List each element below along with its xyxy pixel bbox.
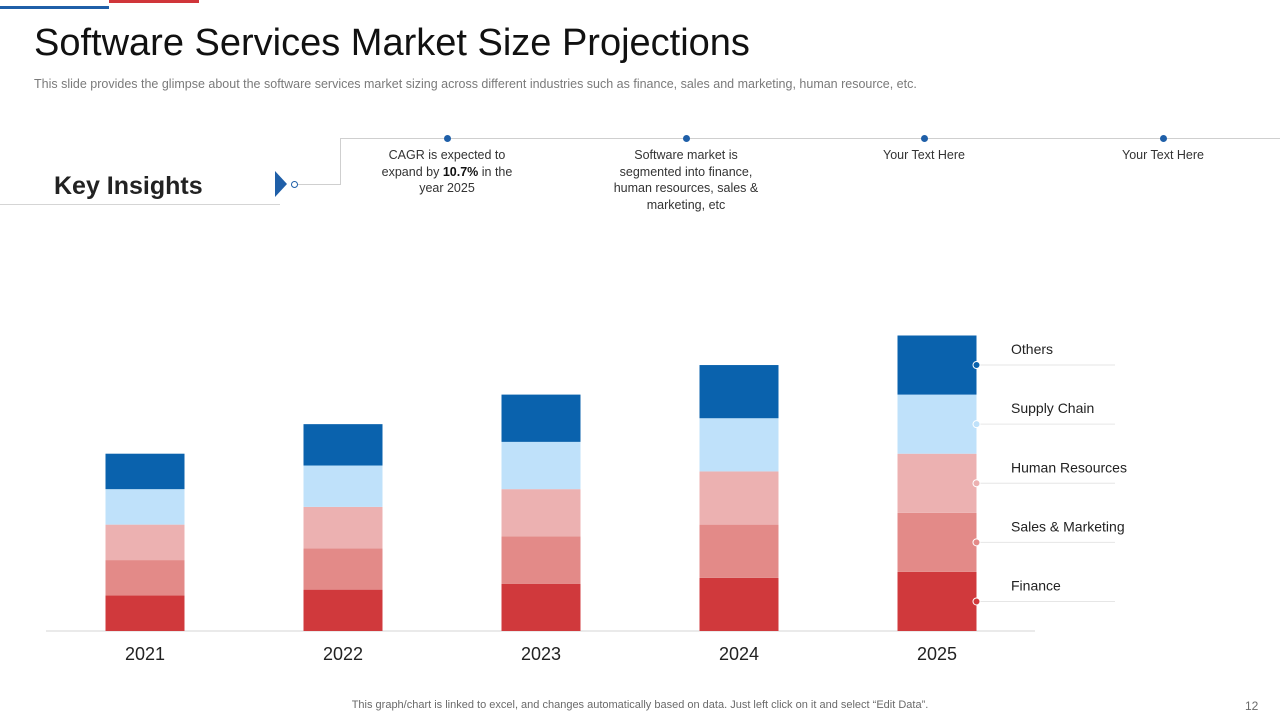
legend-label: Supply Chain — [1011, 400, 1094, 416]
bar-segment-supply-chain-2023 — [501, 441, 581, 490]
legend-label: Others — [1011, 341, 1053, 357]
timeline-dot — [683, 135, 690, 142]
timeline-dot — [444, 135, 451, 142]
insight-text: Your Text Here — [883, 148, 965, 162]
bar-segment-supply-chain-2025 — [897, 394, 977, 454]
insights-timeline — [340, 138, 1280, 139]
connector-dot — [291, 181, 298, 188]
bar-segment-finance-2022 — [303, 589, 383, 631]
bar-segment-others-2021 — [105, 453, 185, 490]
x-tick-label: 2023 — [521, 644, 561, 664]
top-accent-blue — [0, 6, 109, 9]
x-tick-label: 2022 — [323, 644, 363, 664]
bar-segment-human-resources-2022 — [303, 506, 383, 549]
insight-text: Software market is segmented into financ… — [613, 148, 759, 212]
bar-segment-sales-marketing-2022 — [303, 548, 383, 590]
page-number: 12 — [1245, 699, 1259, 713]
legend-marker — [972, 597, 981, 606]
timeline-dot — [1160, 135, 1167, 142]
bar-segment-sales-marketing-2024 — [699, 524, 779, 578]
bar-segment-sales-marketing-2021 — [105, 560, 185, 596]
legend-marker — [972, 361, 981, 370]
legend-marker — [972, 479, 981, 488]
bar-segment-supply-chain-2022 — [303, 465, 383, 507]
bar-segment-finance-2023 — [501, 583, 581, 631]
bar-segment-finance-2021 — [105, 595, 185, 631]
insight-text: Your Text Here — [1122, 148, 1204, 162]
bar-segment-supply-chain-2024 — [699, 418, 779, 472]
bar-segment-others-2022 — [303, 424, 383, 466]
key-insights-heading: Key Insights — [54, 172, 203, 200]
bar-segment-supply-chain-2021 — [105, 489, 185, 525]
legend-label: Finance — [1011, 577, 1061, 593]
key-insights-underline — [0, 204, 280, 205]
bar-segment-human-resources-2021 — [105, 524, 185, 561]
legend-label: Human Resources — [1011, 459, 1127, 475]
footnote: This graph/chart is linked to excel, and… — [351, 699, 929, 711]
bar-segment-others-2025 — [897, 335, 977, 395]
bar-segment-finance-2025 — [897, 571, 977, 631]
legend-label: Sales & Marketing — [1011, 518, 1125, 534]
bar-segment-sales-marketing-2025 — [897, 512, 977, 572]
bar-segment-others-2023 — [501, 394, 581, 442]
chevron-right-icon — [275, 171, 287, 197]
bar-segment-sales-marketing-2023 — [501, 536, 581, 584]
x-tick-label: 2024 — [719, 644, 759, 664]
x-tick-label: 2025 — [917, 644, 957, 664]
bar-segment-others-2024 — [699, 365, 779, 419]
connector-line — [340, 138, 341, 185]
bar-segment-human-resources-2025 — [897, 453, 977, 513]
page-subtitle: This slide provides the glimpse about th… — [34, 77, 917, 91]
connector-line — [298, 184, 340, 185]
top-accent-red — [109, 0, 199, 3]
x-tick-label: 2021 — [125, 644, 165, 664]
bar-segment-human-resources-2023 — [501, 489, 581, 537]
legend-marker — [972, 420, 981, 429]
legend-marker — [972, 538, 981, 547]
bar-segment-human-resources-2024 — [699, 471, 779, 525]
bar-segment-finance-2024 — [699, 577, 779, 631]
insight-text: CAGR is expected to expand by 10.7% in t… — [381, 148, 513, 195]
page-title: Software Services Market Size Projection… — [34, 22, 750, 64]
timeline-dot — [921, 135, 928, 142]
